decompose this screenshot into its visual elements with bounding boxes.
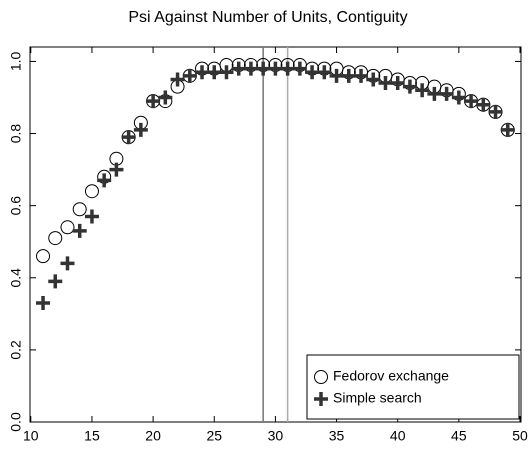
point [60,220,75,235]
point [60,256,75,271]
point [243,61,258,76]
point [439,86,454,101]
point [354,68,369,83]
point [48,231,63,246]
y-tick-label: 0.6 [8,196,24,216]
x-tick-label: 25 [206,428,222,444]
point [488,104,503,119]
point [329,68,344,83]
point [451,90,466,105]
chart-title: Psi Against Number of Units, Contiguity [128,9,407,26]
point [256,61,271,76]
x-tick-label: 40 [390,428,406,444]
point [427,86,442,101]
point [476,97,491,112]
legend-box [306,354,520,420]
point [378,76,393,91]
point [170,72,185,87]
point [36,296,51,311]
point [219,65,234,80]
y-tick-label: 0.4 [8,268,24,288]
x-tick-label: 35 [329,428,345,444]
x-tick-label: 20 [145,428,161,444]
legend-marker [314,370,328,384]
point [207,65,222,80]
x-tick-label: 10 [23,428,39,444]
point [182,68,197,83]
point [109,162,124,177]
x-tick-label: 50 [512,428,528,444]
x-tick-label: 15 [84,428,100,444]
y-tick-label: 1.0 [8,51,24,71]
point [317,65,332,80]
point [341,68,356,83]
point [97,173,112,188]
point [268,61,283,76]
point [84,209,99,224]
point [121,130,136,145]
point [500,122,515,137]
legend-label: Simple search [333,390,422,406]
point [366,72,381,87]
point [464,94,479,109]
point [292,61,307,76]
point [305,65,320,80]
x-tick-label: 30 [268,428,284,444]
point [402,79,417,94]
point [146,94,161,109]
x-tick-label: 45 [451,428,467,444]
point [133,122,148,137]
y-tick-label: 0.8 [8,124,24,144]
y-tick-label: 0.0 [8,412,24,432]
point [72,202,87,217]
legend-label: Fedorov exchange [333,368,449,384]
point [158,90,173,105]
y-tick-label: 0.2 [8,340,24,360]
point [84,184,99,199]
point [36,249,51,264]
point [195,65,210,80]
point [48,274,63,289]
point [72,223,87,238]
point [231,61,246,76]
point [280,61,295,76]
point [390,76,405,91]
point [415,83,430,98]
legend-marker [314,392,328,406]
